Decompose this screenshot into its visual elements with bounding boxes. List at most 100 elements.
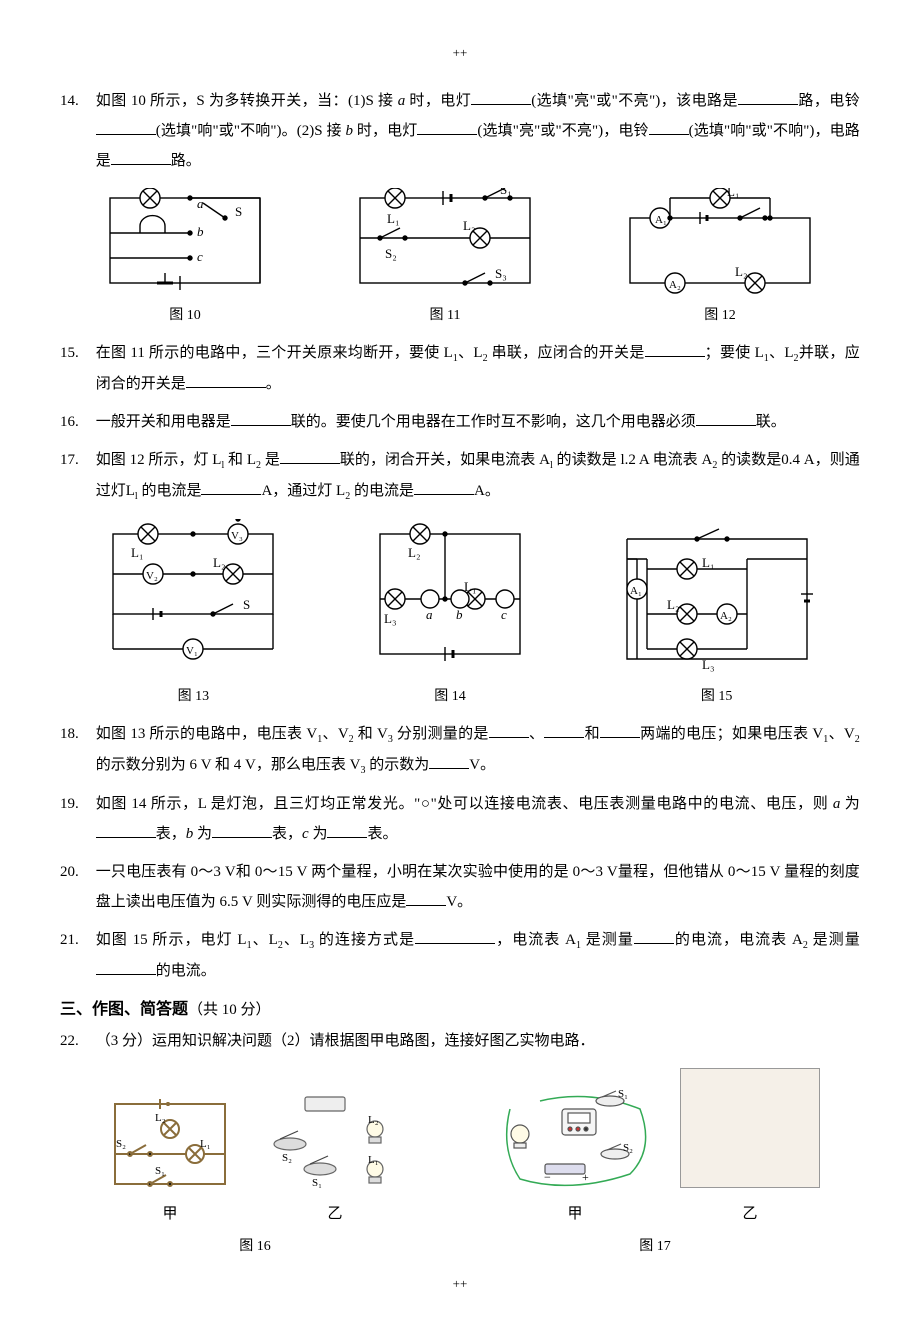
q14-blank6: [111, 150, 171, 165]
figures-row-3: S₂ L₂ S₁ L₁ 甲 S₂ S₁: [60, 1068, 860, 1261]
figures-row-1: a b c S 图 10: [60, 188, 860, 330]
q17-t10: A。: [474, 483, 500, 499]
fig12: A₁ A₂ L₁ L₂ 图 12: [615, 188, 825, 330]
svg-text:A₂: A₂: [669, 279, 681, 291]
fig17: S₁ S₂ −+ 甲 乙 图 17: [490, 1068, 820, 1261]
svg-text:L₂: L₂: [368, 1114, 379, 1126]
svg-text:V₁: V₁: [186, 645, 198, 657]
q20-body: 一只电压表有 0～3 V和 0～15 V 两个量程，小明在某次实验中使用的是 0…: [96, 857, 860, 917]
svg-text:S₁: S₁: [312, 1177, 322, 1189]
fig17-blank-box: [680, 1068, 820, 1188]
q21-num: 21.: [60, 925, 92, 955]
fig17-right: 乙: [680, 1068, 820, 1229]
q16-t2: 联的。要使几个用电器在工作时互不影响，这几个用电器必须: [291, 414, 696, 430]
q17-t7: 的电流是: [138, 483, 202, 499]
q22: 22. （3 分）运用知识解决问题（2）请根据图甲电路图，连接好图乙实物电路．: [60, 1026, 860, 1056]
q20-t1: 一只电压表有 0～3 V和 0～15 V 两个量程，小明在某次实验中使用的是 0…: [96, 864, 860, 910]
q19-t6: 为: [309, 826, 328, 842]
q17-t5: 的读数是 l.2 A 电流表 A: [553, 452, 713, 468]
q20: 20. 一只电压表有 0～3 V和 0～15 V 两个量程，小明在某次实验中使用…: [60, 857, 860, 917]
fig16-caption: 图 16: [100, 1233, 410, 1261]
q21-t8: 是测量: [808, 932, 860, 948]
q14-t4: 路，电铃: [798, 93, 860, 109]
q21-t6: 是测量: [581, 932, 634, 948]
q16-t3: 联。: [756, 414, 786, 430]
svg-text:V₃: V₃: [231, 530, 243, 542]
svg-text:S₂: S₂: [116, 1138, 126, 1150]
svg-text:L₃: L₃: [702, 657, 714, 672]
fig10-caption: 图 10: [95, 302, 275, 330]
q14-t1: 如图 10 所示，S 为多转换开关，当：(1)S 接: [96, 93, 398, 109]
svg-text:L₁: L₁: [368, 1154, 379, 1166]
svg-text:S₁: S₁: [155, 1165, 165, 1177]
svg-text:S₂: S₂: [385, 246, 397, 261]
fig10-svg: a b c S: [95, 188, 275, 298]
q21-t4: 的连接方式是: [314, 932, 415, 948]
svg-text:L₁: L₁: [702, 555, 714, 570]
fig11-svg: L₁ S₁ S₂ L₂ S₃: [345, 188, 545, 298]
q15-body: 在图 11 所示的电路中，三个开关原来均断开，要使 L1、L2 串联，应闭合的开…: [96, 338, 860, 399]
fig17-caption: 图 17: [490, 1233, 820, 1261]
q22-num: 22.: [60, 1026, 92, 1056]
fig13: V₃ V₂ V₁ L₁ L₂ S 图 13: [93, 519, 293, 711]
q18-t10: 的示数为: [365, 757, 429, 773]
fig15-svg: A₁ A₂ L₁ L₂ L₃: [607, 519, 827, 679]
q19-b1: [96, 823, 156, 838]
q19-t5: 表，: [272, 826, 302, 842]
fig10: a b c S 图 10: [95, 188, 275, 330]
q15-t1: 在图 11 所示的电路中，三个开关原来均断开，要使 L: [96, 345, 453, 361]
q14-blank2: [738, 90, 798, 105]
q17-b1: [280, 449, 340, 464]
svg-text:S₃: S₃: [495, 266, 507, 281]
fig16-left-label: 甲: [100, 1199, 240, 1229]
q17-num: 17.: [60, 445, 92, 475]
q14-num: 14.: [60, 86, 92, 116]
q19: 19. 如图 14 所示，L 是灯泡，且三灯均正常发光。"○"处可以连接电流表、…: [60, 789, 860, 849]
q16-t1: 一般开关和用电器是: [96, 414, 231, 430]
fig17-left: S₁ S₂ −+ 甲: [490, 1079, 660, 1229]
q18: 18. 如图 13 所示的电路中，电压表 V1、V2 和 V3 分别测量的是、和…: [60, 719, 860, 781]
fig11: L₁ S₁ S₂ L₂ S₃ 图 11: [345, 188, 545, 330]
fig13-caption: 图 13: [93, 683, 293, 711]
fig14-caption: 图 14: [360, 683, 540, 711]
q17-t4: 联的，闭合开关，如果电流表 A: [340, 452, 550, 468]
svg-text:L₂: L₂: [408, 545, 420, 560]
fig17-right-label: 乙: [680, 1199, 820, 1229]
q21-body: 如图 15 所示，电灯 L1、L2、L3 的连接方式是，电流表 A1 是测量的电…: [96, 925, 860, 986]
q17: 17. 如图 12 所示，灯 Ll 和 L2 是联的，闭合开关，如果电流表 Al…: [60, 445, 860, 507]
svg-text:L₂: L₂: [735, 264, 747, 279]
svg-text:L₃: L₃: [384, 611, 396, 626]
svg-text:c: c: [197, 249, 203, 264]
q18-t5: 、: [529, 726, 545, 742]
q14-blank4: [417, 120, 477, 135]
q18-t4: 分别测量的是: [393, 726, 489, 742]
svg-text:c: c: [501, 607, 507, 622]
q21-b3: [96, 960, 156, 975]
q17-t3: 是: [261, 452, 280, 468]
q18-t11: V。: [469, 757, 495, 773]
q15-num: 15.: [60, 338, 92, 368]
fig14: L₂ L₃ a L₁ b c 图 14: [360, 519, 540, 711]
q22-body: （3 分）运用知识解决问题（2）请根据图甲电路图，连接好图乙实物电路．: [96, 1026, 860, 1056]
q14-t3: (选填"亮"或"不亮")，该电路是: [531, 93, 738, 109]
q16-b2: [696, 411, 756, 426]
q17-b3: [414, 480, 474, 495]
q18-t6: 和: [584, 726, 600, 742]
svg-text:a: a: [197, 196, 204, 211]
q18-t1: 如图 13 所示的电路中，电压表 V: [96, 726, 317, 742]
figures-row-2: V₃ V₂ V₁ L₁ L₂ S 图 13: [60, 519, 860, 711]
q21-t2: 、L: [252, 932, 278, 948]
q19-t7: 表。: [367, 826, 397, 842]
fig16-right-label: 乙: [260, 1199, 410, 1229]
q21-b2: [634, 929, 674, 944]
q17-b2: [201, 480, 261, 495]
q18-t7: 两端的电压；如果电压表 V: [640, 726, 823, 742]
fig13-svg: V₃ V₂ V₁ L₁ L₂ S: [93, 519, 293, 679]
svg-text:S₁: S₁: [500, 188, 512, 197]
q15-t7: 。: [266, 376, 281, 392]
svg-text:S₂: S₂: [623, 1142, 633, 1154]
q14-t9: 路。: [171, 153, 201, 169]
q21-b1: [415, 929, 495, 944]
q14-b: b: [345, 123, 353, 139]
svg-text:L₁: L₁: [464, 579, 476, 594]
